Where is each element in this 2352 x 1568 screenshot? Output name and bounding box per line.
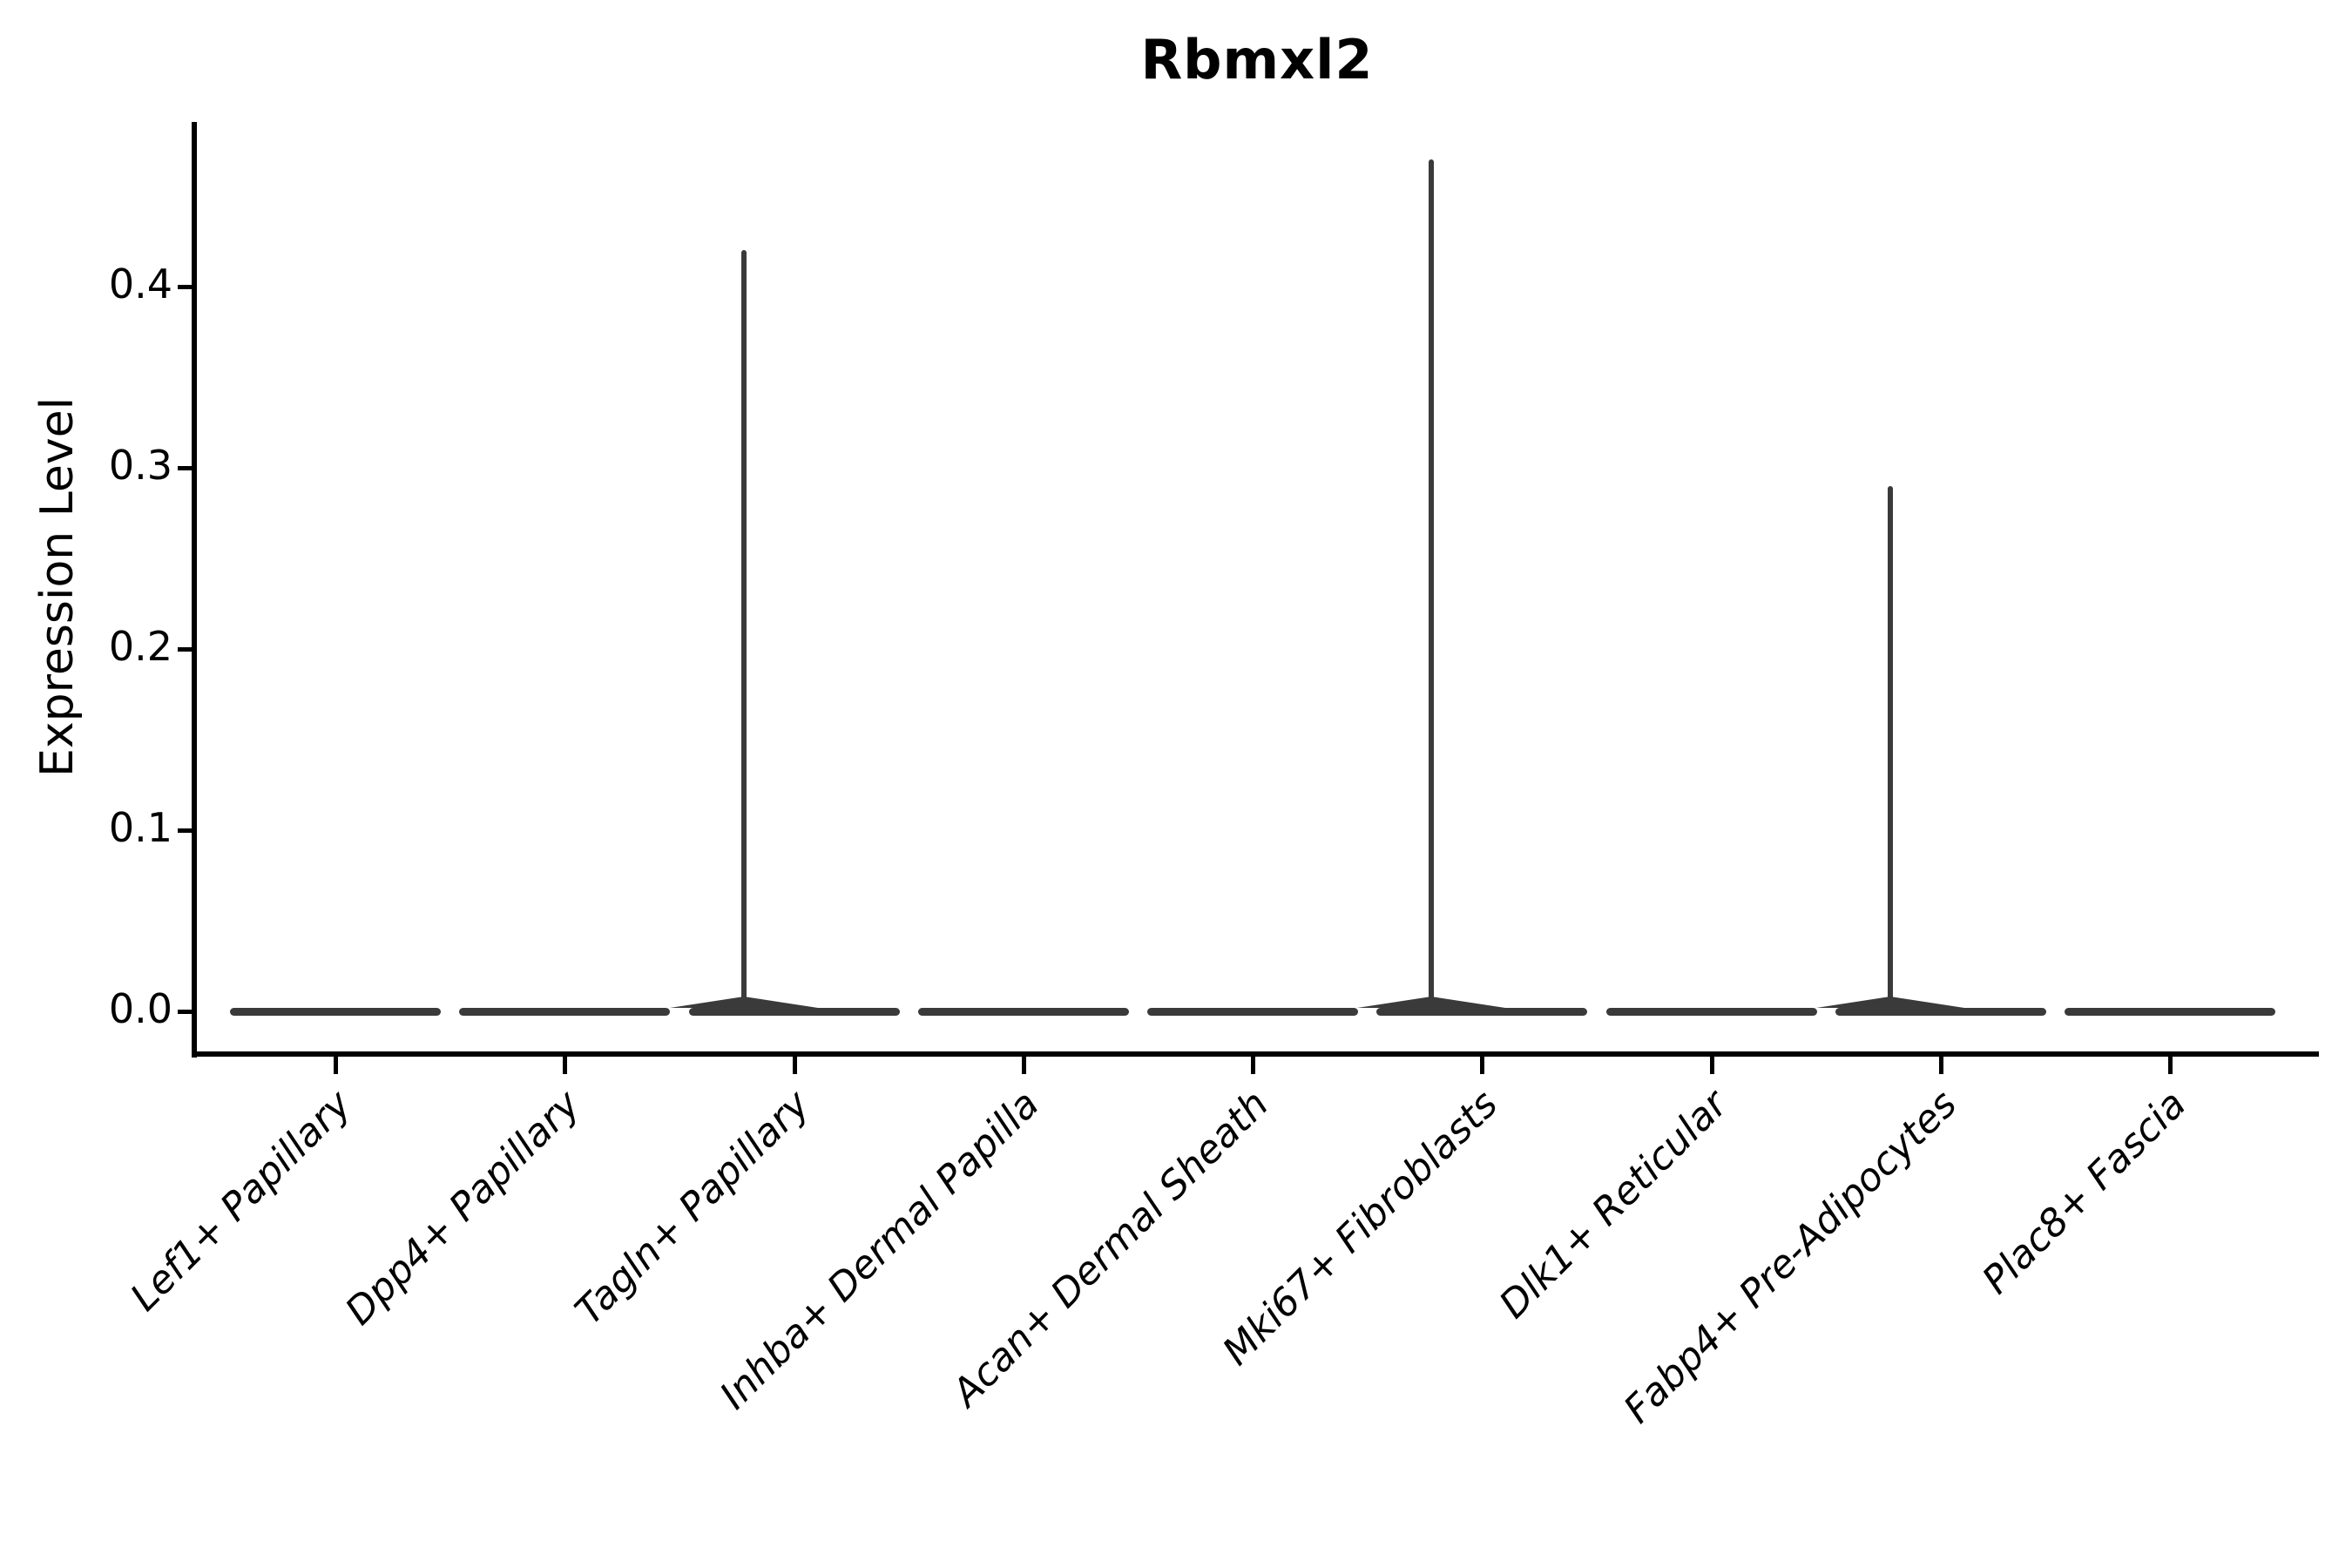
x-tick: [2168, 1057, 2173, 1074]
y-tick: [178, 1010, 192, 1014]
violin-body: [1835, 1008, 2046, 1016]
violin-body: [459, 1008, 671, 1016]
y-tick-label: 0.0: [108, 985, 172, 1032]
x-tick: [1251, 1057, 1255, 1074]
x-tick-label-text: Lef1+ Papillary: [122, 1082, 361, 1321]
violin-body: [1376, 1008, 1588, 1016]
x-tick: [334, 1057, 338, 1074]
violin-body: [2065, 1008, 2275, 1016]
violin-spike: [740, 250, 747, 1011]
x-tick-label-text: Tagln+ Papillary: [566, 1082, 819, 1334]
x-axis-line: [192, 1051, 2319, 1057]
x-tick-label-text: Dlk1+ Reticular: [1490, 1082, 1736, 1328]
y-tick: [178, 828, 192, 833]
x-tick: [1709, 1057, 1714, 1074]
violin-body: [917, 1008, 1129, 1016]
y-axis-line: [192, 122, 197, 1058]
y-tick-label: 0.1: [108, 804, 172, 851]
y-tick-label: 0.2: [108, 623, 172, 670]
x-tick: [563, 1057, 568, 1074]
violin-spike: [1429, 159, 1435, 1011]
violin-body: [1605, 1008, 1817, 1016]
y-tick-label: 0.4: [108, 260, 172, 308]
y-tick: [178, 647, 192, 652]
violin-body: [688, 1008, 900, 1016]
violin-body: [230, 1008, 441, 1016]
x-tick: [1021, 1057, 1026, 1074]
plot-title: Rbmxl2: [1140, 28, 1374, 91]
x-tick: [1938, 1057, 1943, 1074]
x-tick-label-text: Plac8+ Fascia: [1973, 1082, 2195, 1303]
y-tick: [178, 285, 192, 289]
x-tick: [1480, 1057, 1485, 1074]
y-tick: [178, 466, 192, 470]
x-tick: [792, 1057, 797, 1074]
y-tick-label: 0.3: [108, 442, 172, 489]
violin-spike: [1887, 485, 1893, 1011]
x-tick-label-text: Dpp4+ Papillary: [337, 1082, 590, 1335]
violin-body: [1147, 1008, 1358, 1016]
